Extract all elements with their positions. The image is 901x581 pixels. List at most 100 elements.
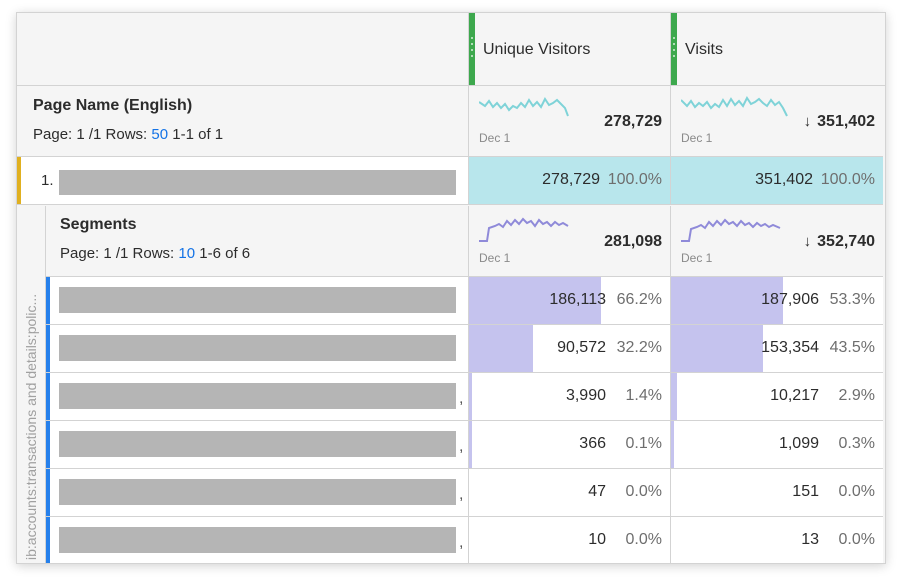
redacted-segment-name <box>59 335 456 361</box>
rows-per-page-selector[interactable]: 50 <box>151 126 169 143</box>
page-text: Page: 1 /1 Rows: <box>60 245 175 262</box>
freeform-table: Unique Visitors Visits Page Name (Englis… <box>16 12 886 564</box>
row-marker <box>46 373 50 420</box>
metric-cell: 10 0.0% <box>468 517 670 563</box>
rows-per-page-selector[interactable]: 10 <box>178 245 196 262</box>
sparkline-date: Dec 1 <box>681 251 713 265</box>
redacted-segment-name <box>59 431 456 457</box>
row-marker <box>46 421 50 468</box>
share-bar <box>671 277 783 324</box>
pagination-info: Page: 1 /1 Rows: 10 1-6 of 6 <box>60 245 250 262</box>
segment-name-suffix: , <box>459 438 464 455</box>
total-value-sorted: ↓ 352,740 <box>804 233 875 251</box>
row-range: 1-1 of 1 <box>172 126 224 143</box>
row-index: 1. <box>41 172 54 189</box>
metric-cell: 90,572 32.2% <box>468 325 670 372</box>
redacted-segment-name <box>59 383 456 409</box>
total-value: 281,098 <box>604 233 662 250</box>
metric-value: 10,217 <box>770 387 819 404</box>
metric-value: 1,099 <box>778 435 819 452</box>
segment-name-suffix: , <box>459 534 464 551</box>
metric-cell: 186,113 66.2% <box>468 277 670 324</box>
segments-header-row: Segments Page: 1 /1 Rows: 10 1-6 of 6 De… <box>46 206 883 277</box>
redacted-segment-name <box>59 479 456 505</box>
share-bar <box>671 325 763 372</box>
metric-value: 153,354 <box>761 339 819 356</box>
table-row[interactable]: , 10 0.0% 13 0.0% <box>46 517 883 563</box>
row-range: 1-6 of 6 <box>199 245 251 262</box>
sparkline-chart <box>681 96 788 117</box>
metric-label: Unique Visitors <box>483 41 591 58</box>
metric-value: 10 <box>588 531 606 548</box>
metric-value: 366 <box>579 435 606 452</box>
metric-percent: 2.9% <box>838 387 875 404</box>
share-bar <box>671 421 674 468</box>
metric-cell: 351,402 100.0% <box>670 157 883 204</box>
metric-value: 186,113 <box>549 291 606 308</box>
table-row[interactable]: 1. 278,729 100.0% 351,402 100.0% <box>17 157 883 205</box>
breakdown-side-label[interactable]: ib:accounts:transactions and details:pol… <box>17 206 46 563</box>
metric-value: 278,729 <box>542 171 600 188</box>
total-cell-unique-visitors: Dec 1 278,729 <box>468 86 670 156</box>
metric-percent: 53.3% <box>829 291 875 308</box>
segments-title[interactable]: Segments <box>60 216 137 233</box>
sparkline-chart <box>681 218 781 242</box>
row-marker <box>46 325 50 372</box>
table-row[interactable]: , 366 0.1% 1,099 0.3% <box>46 421 883 469</box>
metric-percent: 0.3% <box>838 435 875 452</box>
share-bar <box>469 277 601 324</box>
metric-value: 351,402 <box>755 171 813 188</box>
metric-cell: 153,354 43.5% <box>670 325 883 372</box>
redacted-segment-name <box>59 527 456 553</box>
total-cell-visits: Dec 1 ↓ 351,402 <box>670 86 883 156</box>
total-value: 278,729 <box>604 113 662 130</box>
metric-value: 90,572 <box>557 339 606 356</box>
metric-cell: 1,099 0.3% <box>670 421 883 468</box>
metric-percent: 1.4% <box>625 387 662 404</box>
metric-value: 13 <box>801 531 819 548</box>
total-cell-visits: Dec 1 ↓ 352,740 <box>670 206 883 276</box>
dimension-title[interactable]: Page Name (English) <box>33 97 193 114</box>
total-cell-unique-visitors: Dec 1 281,098 <box>468 206 670 276</box>
metric-cell: 187,906 53.3% <box>670 277 883 324</box>
total-value-sorted: ↓ 351,402 <box>804 113 875 131</box>
table-row[interactable]: , 47 0.0% 151 0.0% <box>46 469 883 517</box>
sort-descending-icon[interactable]: ↓ <box>803 113 812 130</box>
metric-percent: 0.0% <box>625 483 662 500</box>
sparkline-date: Dec 1 <box>479 251 511 265</box>
metric-value: 47 <box>588 483 606 500</box>
metric-percent: 0.0% <box>625 531 662 548</box>
metric-header-unique-visitors[interactable]: Unique Visitors <box>468 13 671 86</box>
row-marker <box>46 469 50 516</box>
page-text: Page: 1 /1 Rows: <box>33 126 148 143</box>
metric-percent: 43.5% <box>829 339 875 356</box>
segment-name-suffix: , <box>459 390 464 407</box>
metric-cell: 3,990 1.4% <box>468 373 670 420</box>
share-bar <box>469 325 533 372</box>
sort-descending-icon[interactable]: ↓ <box>803 233 812 250</box>
metric-cell: 151 0.0% <box>670 469 883 516</box>
metric-percent: 66.2% <box>616 291 662 308</box>
metric-value: 187,906 <box>761 291 819 308</box>
row-marker <box>46 277 50 324</box>
metric-percent: 0.0% <box>838 531 875 548</box>
metric-cell: 278,729 100.0% <box>468 157 670 204</box>
row-marker <box>17 157 21 204</box>
dimension-header-row: Page Name (English) Page: 1 /1 Rows: 50 … <box>17 86 883 157</box>
share-bar <box>469 421 472 468</box>
metric-value: 151 <box>792 483 819 500</box>
metric-cell: 366 0.1% <box>468 421 670 468</box>
drag-handle-icon[interactable] <box>469 13 475 85</box>
table-row[interactable]: 90,572 32.2% 153,354 43.5% <box>46 325 883 373</box>
total-value: 351,402 <box>817 113 875 130</box>
sparkline-chart <box>479 97 569 117</box>
table-row[interactable]: 186,113 66.2% 187,906 53.3% <box>46 277 883 325</box>
metric-cell: 10,217 2.9% <box>670 373 883 420</box>
drag-handle-icon[interactable] <box>671 13 677 85</box>
metric-percent: 100.0% <box>607 171 662 188</box>
table-row[interactable]: , 3,990 1.4% 10,217 2.9% <box>46 373 883 421</box>
metric-percent: 32.2% <box>616 339 662 356</box>
metric-header-visits[interactable]: Visits <box>670 13 885 86</box>
total-value: 352,740 <box>817 233 875 250</box>
metric-label: Visits <box>685 41 723 58</box>
